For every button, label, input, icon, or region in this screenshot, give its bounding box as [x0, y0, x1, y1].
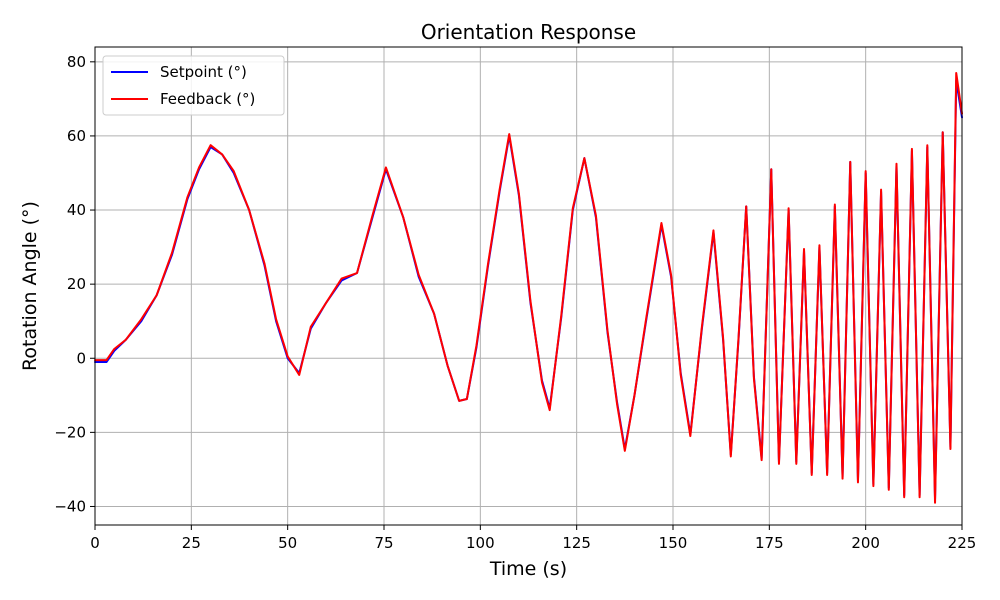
x-axis-title: Time (s) [489, 558, 567, 580]
x-tick-label: 100 [466, 534, 495, 552]
series-layer [94, 71, 963, 504]
y-tick-label: −40 [54, 497, 86, 515]
x-tick-label: 75 [374, 534, 393, 552]
plot-frame [94, 46, 963, 526]
legend-label-feedback: Feedback (°) [160, 90, 255, 108]
x-tick-label: 150 [659, 534, 688, 552]
legend-box [102, 55, 285, 116]
feedback-series-line [94, 71, 963, 504]
y-tick-label: 0 [76, 349, 86, 367]
x-tick-label: 0 [90, 534, 100, 552]
x-tick-label: 225 [948, 534, 977, 552]
x-tick-label: 200 [851, 534, 880, 552]
y-tick-label: 40 [67, 201, 86, 219]
x-tick-label: 25 [182, 534, 201, 552]
chart-title: Orientation Response [421, 20, 636, 44]
y-tick-label: −20 [54, 423, 86, 441]
y-tick-label: 80 [67, 53, 86, 71]
y-tick-label: 20 [67, 275, 86, 293]
y-tick-label: 60 [67, 127, 86, 145]
legend-label-setpoint: Setpoint (°) [160, 63, 247, 81]
y-axis-title: Rotation Angle (°) [19, 201, 41, 371]
x-tick-label: 50 [278, 534, 297, 552]
legend: Setpoint (°) Feedback (°) [102, 55, 285, 116]
x-tick-label: 175 [755, 534, 784, 552]
x-tick-label: 125 [562, 534, 591, 552]
tick-layer: 0 25 50 75 100 125 150 175 200 225 −40 −20 0 20 40 60 80 [54, 53, 976, 552]
